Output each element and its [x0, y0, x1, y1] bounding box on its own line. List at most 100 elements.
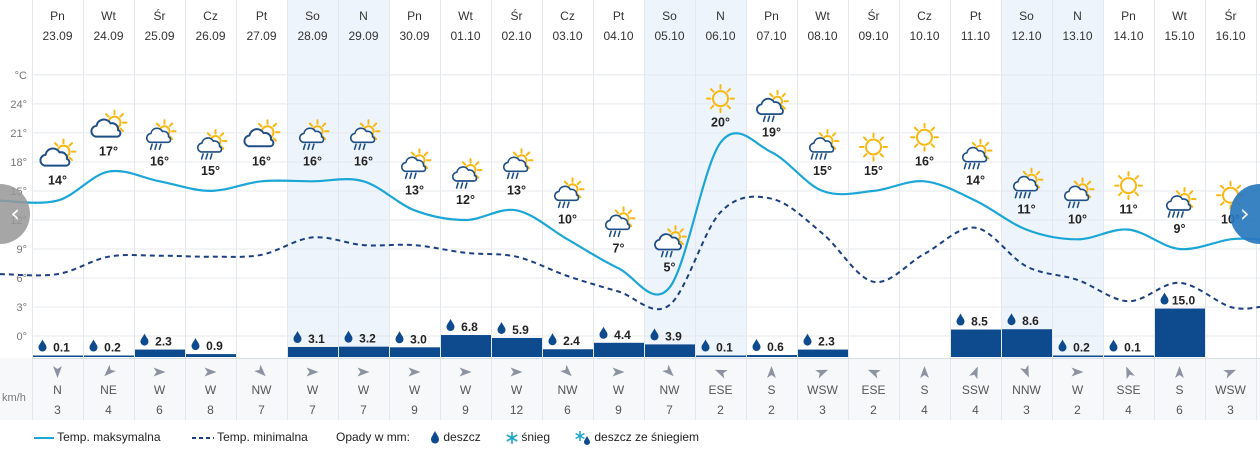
precip-bar	[84, 355, 134, 357]
max-temp-label: 13°	[507, 183, 526, 197]
wind-arrow-icon	[714, 369, 728, 379]
precip-value: 2.4	[548, 333, 580, 348]
rain-streak	[669, 250, 673, 258]
precip-bar	[747, 355, 797, 357]
raindrop-icon	[191, 338, 200, 351]
legend-max-temp: Temp. maksymalna	[34, 430, 161, 444]
wind-arrow-icon	[1071, 367, 1084, 377]
min-temp-line	[0, 195, 1260, 311]
cloud-shape	[39, 147, 71, 167]
precip-label: 15.0	[1172, 294, 1196, 308]
day-of-week: N	[716, 9, 725, 23]
wind-speed: 6	[1176, 403, 1183, 417]
max-temp-label: 15°	[201, 164, 220, 178]
rain-streak	[810, 153, 814, 160]
precip-label: 0.2	[104, 341, 121, 355]
wind-direction: W	[511, 383, 523, 397]
sun-icon	[706, 84, 735, 114]
precip-bar	[645, 344, 695, 357]
max-temp-label: 10°	[558, 212, 577, 226]
legend-rain: deszcz	[430, 430, 481, 444]
precip-bar	[798, 349, 848, 357]
precip-label: 3.9	[665, 329, 682, 343]
sun-rain-icon	[553, 177, 585, 209]
max-temp-label: 9°	[1174, 222, 1186, 236]
wind-direction: ESE	[708, 383, 732, 397]
raindrop-icon	[1109, 339, 1118, 352]
day-date: 29.09	[348, 29, 378, 43]
wind-speed: 8	[207, 403, 214, 417]
cloud-shape	[349, 127, 376, 144]
wind-unit-label: km/h	[2, 392, 26, 404]
precip-label: 3.2	[359, 332, 376, 346]
raindrop-icon	[89, 339, 98, 352]
day-of-week: So	[305, 9, 320, 23]
day-of-week: Wt	[458, 9, 473, 23]
cloud-shape	[1012, 175, 1039, 192]
max-temp-label: 19°	[762, 125, 781, 139]
sun-rain-icon	[604, 206, 636, 238]
wind-arrow-icon	[560, 364, 572, 377]
rain-streak	[972, 162, 976, 170]
wind-speed: 2	[870, 403, 877, 417]
y-tick-label: 18°	[10, 157, 27, 169]
day-of-week: Wt	[815, 9, 830, 23]
max-temp-label: 17°	[99, 145, 118, 159]
precip-value: 0.2	[1058, 339, 1090, 355]
legend-precip-title: Opady w mm:	[336, 430, 411, 444]
cloud-sun-icon	[90, 109, 128, 138]
precip-bar	[135, 349, 185, 357]
sun-heavy-rain-icon	[1165, 186, 1197, 218]
precip-value: 2.3	[140, 333, 172, 349]
day-date: 15.10	[1164, 29, 1194, 43]
legend: Temp. maksymalna Temp. minimalna Opady w…	[0, 428, 1260, 448]
rain-streak	[205, 153, 209, 160]
day-of-week: Śr	[154, 8, 166, 23]
precip-label: 4.4	[614, 328, 631, 342]
max-temp-label: 7°	[613, 241, 625, 255]
legend-sleet: deszcz ze śniegiem	[575, 430, 699, 445]
cloud-shape	[961, 146, 988, 163]
sun-icon	[1114, 171, 1143, 201]
day-of-week: Śr	[868, 8, 880, 23]
wind-arrow-icon	[459, 367, 472, 377]
wind-direction: SSE	[1116, 383, 1140, 397]
precip-value: 8.6	[1007, 313, 1039, 328]
precip-value: 0.6	[752, 339, 784, 354]
max-temp-line	[0, 132, 1260, 296]
max-temp-label: 16°	[303, 154, 322, 168]
precip-bar	[594, 342, 644, 357]
rain-streak	[1067, 201, 1071, 209]
rain-streak	[353, 143, 357, 151]
rain-streak	[976, 162, 980, 170]
day-date: 02.10	[501, 29, 531, 43]
rain-streak	[149, 143, 153, 151]
wind-direction: NW	[558, 383, 579, 397]
sun-heavy-rain-icon	[961, 138, 993, 170]
day-date: 10.10	[909, 29, 939, 43]
day-of-week: Pn	[50, 9, 65, 23]
wind-speed: 12	[510, 403, 524, 417]
wind-arrow-icon	[53, 366, 62, 378]
wind-direction: S	[1175, 383, 1183, 397]
day-date: 04.10	[603, 29, 633, 43]
day-date: 28.09	[297, 29, 327, 43]
raindrop-icon	[956, 313, 965, 326]
precip-bar	[339, 346, 389, 357]
max-temp-label: 12°	[456, 193, 475, 207]
y-tick-label: 9°	[16, 244, 27, 256]
rain-streak	[1023, 191, 1027, 199]
wind-speed: 9	[411, 403, 418, 417]
wind-direction: S	[920, 383, 928, 397]
rain-streak	[200, 153, 204, 160]
cloud-sun-icon	[39, 138, 77, 167]
precip-bar	[1002, 329, 1052, 357]
sun-heavy-rain-icon	[1012, 167, 1044, 199]
wind-arrow-icon	[104, 364, 116, 377]
rain-streak	[557, 201, 561, 209]
precip-value: 5.9	[497, 321, 529, 337]
wind-arrow-icon	[1223, 369, 1237, 379]
wind-direction: WSW	[1215, 383, 1246, 397]
max-temp-label: 13°	[405, 183, 424, 197]
raindrop-icon	[599, 326, 608, 339]
